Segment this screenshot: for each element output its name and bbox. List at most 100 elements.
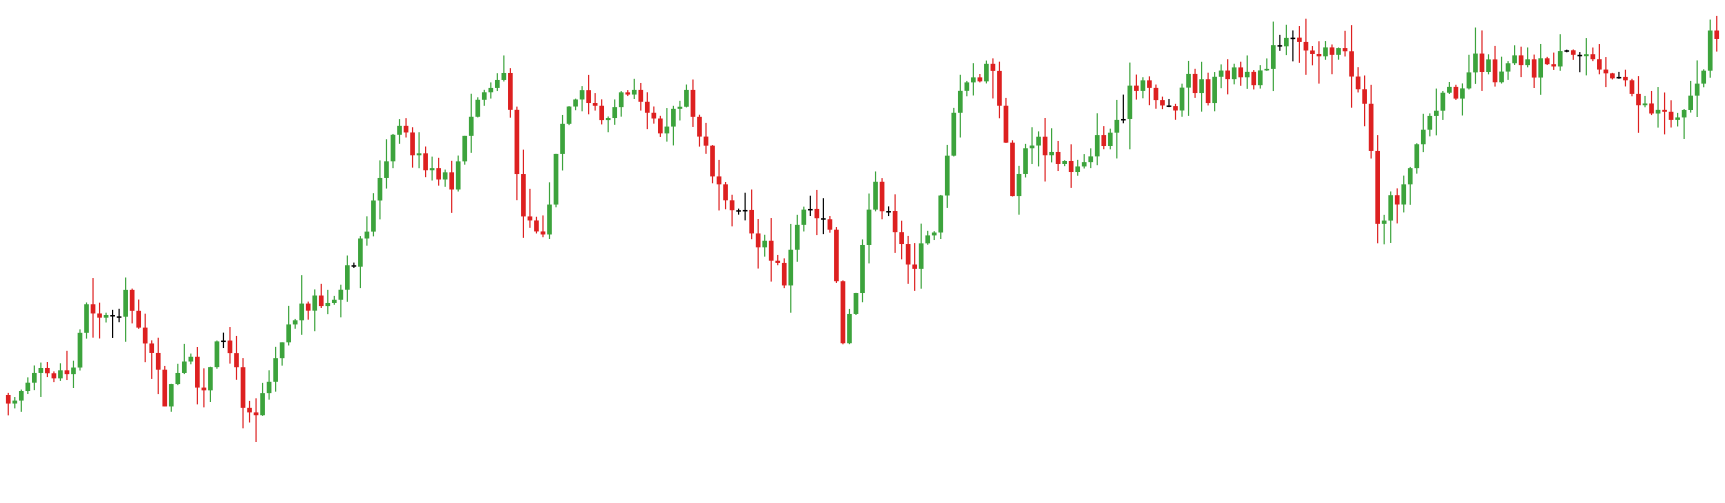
candle (579, 86, 585, 112)
candle-body (729, 200, 735, 211)
candle-body (1160, 100, 1165, 106)
candle-body (703, 136, 709, 146)
candle (38, 362, 44, 397)
candle-body (1407, 168, 1413, 185)
candle-body (240, 367, 246, 408)
candle (410, 127, 415, 168)
candle (1303, 18, 1309, 75)
candle-body (1551, 64, 1557, 67)
candle (1023, 143, 1028, 178)
candle (1310, 46, 1315, 66)
candle-body (142, 327, 148, 344)
candle-body (1114, 119, 1120, 133)
candle-body (671, 108, 676, 127)
candle (821, 198, 826, 235)
candle (723, 182, 728, 210)
candle-body (768, 240, 774, 261)
candle-body (1244, 71, 1250, 78)
candle (1068, 144, 1074, 188)
candle-body (710, 145, 715, 177)
candle-body (234, 353, 239, 368)
candle-body (260, 393, 265, 416)
candle-body (1362, 89, 1367, 104)
candle-body (84, 304, 89, 333)
candle (1042, 118, 1048, 182)
candle (677, 100, 683, 121)
candle-body (436, 168, 441, 180)
candle (488, 82, 494, 99)
candle (671, 105, 676, 146)
candle-body (214, 341, 220, 368)
candle (455, 155, 461, 192)
candle-body (873, 181, 878, 210)
candle (1551, 52, 1557, 70)
candle (103, 312, 109, 323)
candle-body (1062, 160, 1067, 164)
candle-body (1557, 51, 1563, 67)
candle (1544, 56, 1550, 66)
candle (84, 302, 89, 339)
candle (1290, 30, 1296, 62)
candle-body (631, 89, 637, 95)
candle-body (1323, 47, 1328, 57)
candle (1420, 113, 1426, 153)
candle (807, 195, 813, 216)
candle-body (1192, 73, 1198, 94)
candle-body (1649, 103, 1654, 114)
candle-body (749, 209, 754, 234)
candle (1407, 166, 1413, 205)
candle (873, 171, 878, 212)
candle-body (821, 218, 826, 220)
candle (1225, 59, 1231, 95)
candle-body (331, 299, 337, 303)
candle-body (1564, 50, 1570, 52)
candle-body (1147, 80, 1152, 88)
candle-body (279, 342, 285, 359)
candle (1466, 54, 1472, 90)
candle (905, 235, 911, 284)
candle-body (1473, 53, 1478, 73)
candle-body (1199, 79, 1204, 94)
candle (742, 192, 748, 221)
candle (840, 280, 846, 345)
candle-body (227, 340, 233, 354)
candle (188, 353, 194, 365)
candle-body (1140, 80, 1146, 91)
candle-body (853, 293, 859, 314)
candle-body (103, 315, 109, 318)
candle (1531, 54, 1537, 89)
candle (527, 188, 533, 228)
candle (1486, 54, 1491, 75)
candle (1212, 72, 1217, 112)
candle-body (208, 367, 213, 391)
candle-body (618, 92, 624, 108)
candle (31, 365, 37, 391)
candle-body (429, 168, 435, 171)
candle-body (501, 72, 507, 80)
candle-body (1166, 105, 1172, 107)
candle (781, 258, 787, 289)
candle (1055, 140, 1061, 172)
candle (1518, 46, 1524, 78)
candle (508, 68, 513, 118)
candle-body (1538, 58, 1544, 78)
candle (110, 309, 115, 338)
candle (749, 189, 754, 240)
candle (1577, 52, 1583, 73)
candle-body (1375, 150, 1380, 224)
candle (1173, 103, 1178, 120)
candle-body (736, 210, 741, 212)
candle-body (1049, 151, 1054, 156)
candle-body (51, 373, 57, 379)
candle (325, 289, 331, 315)
candle (181, 343, 187, 375)
candle-body (273, 358, 278, 382)
candle-body (690, 89, 696, 117)
candle-body (455, 161, 461, 190)
candle (45, 361, 50, 378)
candle (1257, 65, 1263, 89)
candle-body (345, 265, 350, 290)
candle (521, 149, 526, 238)
candle-body (1610, 73, 1615, 79)
candle-body (1088, 156, 1094, 163)
